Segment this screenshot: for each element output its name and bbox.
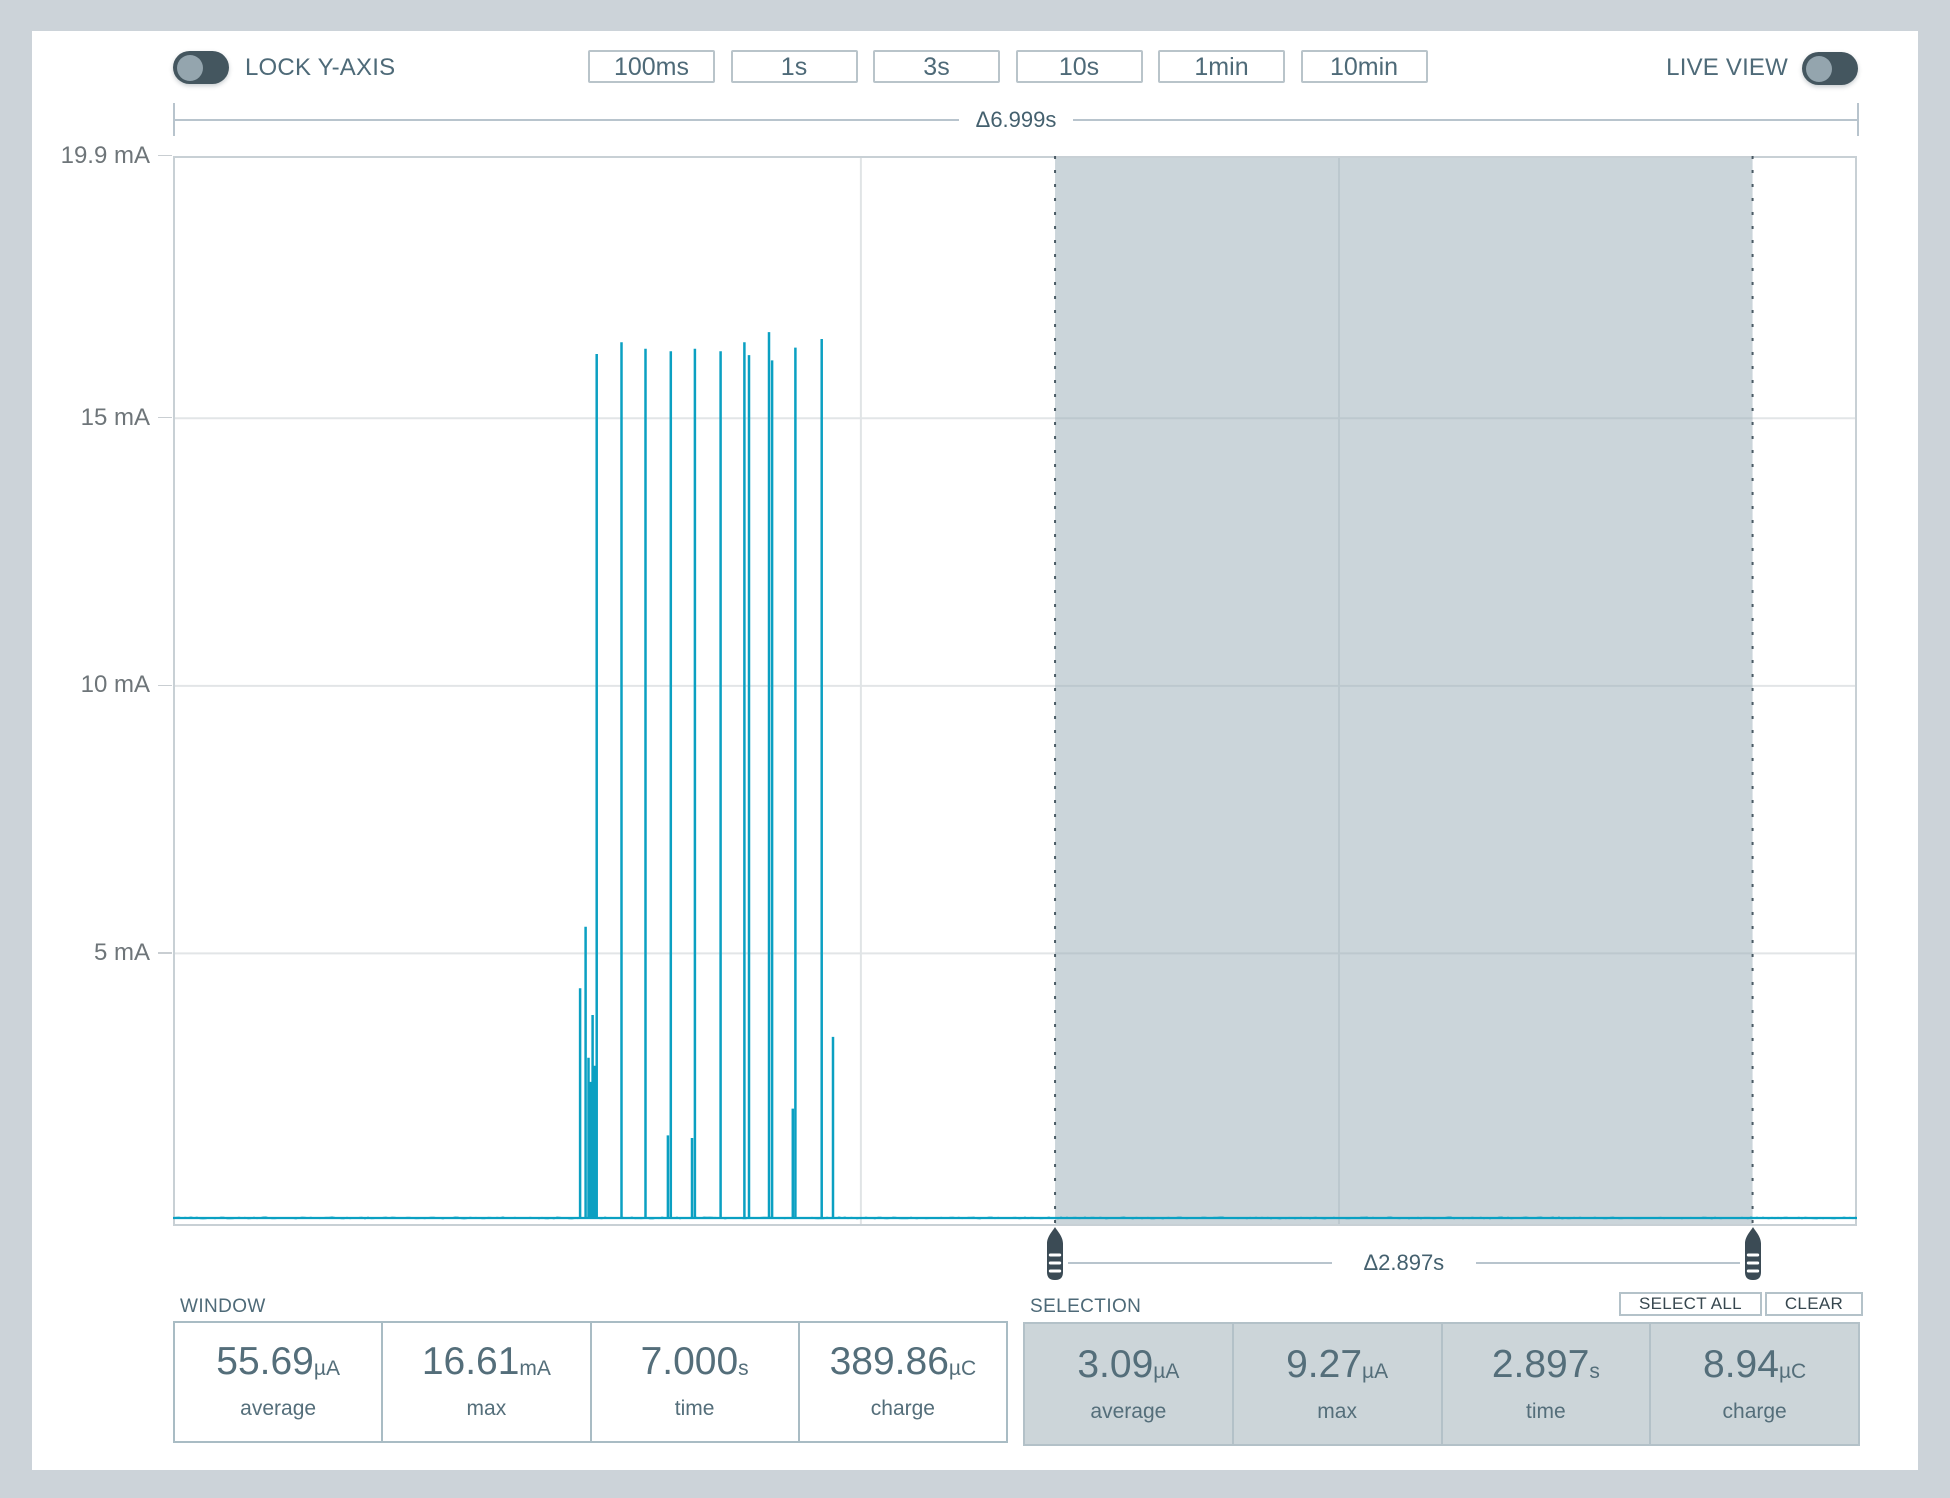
selection-right-handle[interactable] bbox=[1742, 1226, 1764, 1280]
stat-caption: max bbox=[466, 1397, 507, 1420]
stat-unit: µA bbox=[313, 1357, 340, 1380]
selection-stats: 3.09µA average 9.27µA max 2.897s time 8.94µC ch… bbox=[1023, 1322, 1860, 1446]
select-all-button[interactable]: SELECT ALL bbox=[1619, 1292, 1762, 1316]
y-tick-label-15mA: 15 mA bbox=[80, 403, 150, 431]
stat-caption: max bbox=[1317, 1399, 1357, 1423]
stat-unit: µA bbox=[1362, 1359, 1389, 1383]
stat-caption: average bbox=[240, 1397, 317, 1420]
time-window-button-10s[interactable]: 10s bbox=[1015, 50, 1143, 83]
stat-cell-max: 16.61mA max bbox=[381, 1322, 589, 1441]
selection-left-handle[interactable] bbox=[1044, 1226, 1066, 1280]
time-window-button-3s[interactable]: 3s bbox=[873, 50, 1000, 83]
window-delta-bracket: Δ6.999s bbox=[173, 103, 1859, 137]
stat-cell-average: 3.09µA average bbox=[1025, 1324, 1232, 1444]
stat-unit: µC bbox=[948, 1357, 977, 1380]
stat-unit: mA bbox=[519, 1357, 551, 1380]
stat-cell-average: 55.69µA average bbox=[175, 1323, 381, 1441]
window-stats: 55.69µA average 16.61mA max 7.000s time 389.86… bbox=[173, 1320, 1008, 1443]
time-window-button-100ms[interactable]: 100ms bbox=[588, 50, 715, 83]
time-window-button-1s[interactable]: 1s bbox=[730, 50, 858, 83]
live-view-label: LIVE VIEW bbox=[1666, 54, 1788, 81]
selection-delta-label: Δ2.897s bbox=[1363, 1250, 1445, 1275]
stat-value: 389.86µC bbox=[829, 1340, 977, 1383]
stat-unit: µA bbox=[1153, 1359, 1180, 1383]
chart-area[interactable] bbox=[172, 155, 1857, 1226]
stat-cell-time: 2.897s time bbox=[1440, 1324, 1650, 1444]
stat-caption: charge bbox=[870, 1397, 935, 1420]
stat-caption: time bbox=[674, 1397, 715, 1420]
y-tick-label-19.9mA: 19.9 mA bbox=[60, 141, 150, 169]
window-stats-title: WINDOW bbox=[180, 1296, 266, 1317]
stat-value: 3.09µA bbox=[1077, 1342, 1180, 1386]
stat-unit: s bbox=[738, 1357, 749, 1380]
bracket-line-left bbox=[174, 119, 959, 121]
stat-value: 2.897s bbox=[1491, 1342, 1600, 1386]
bracket-line-right bbox=[1073, 119, 1858, 121]
y-tick-label-5mA: 5 mA bbox=[93, 938, 150, 966]
main-panel: LOCK Y-AXIS 100ms 1s 3s 10s 1min 10min LIVE V… bbox=[32, 31, 1918, 1470]
lock-y-axis-label: LOCK Y-AXIS bbox=[245, 54, 396, 81]
stat-caption: time bbox=[1526, 1399, 1566, 1423]
stat-cell-max: 9.27µA max bbox=[1231, 1324, 1441, 1444]
stat-unit: s bbox=[1589, 1359, 1600, 1383]
selection-action-buttons: SELECT ALL CLEAR bbox=[1619, 1292, 1864, 1316]
lock-y-axis-toggle[interactable] bbox=[173, 51, 229, 84]
stat-value: 16.61mA bbox=[421, 1340, 551, 1383]
time-window-button-10min[interactable]: 10min bbox=[1300, 50, 1428, 83]
selection-delta-line-left bbox=[1068, 1262, 1332, 1264]
stat-value: 8.94µC bbox=[1703, 1342, 1807, 1386]
stat-cell-charge: 389.86µC charge bbox=[797, 1322, 1006, 1441]
stat-unit: µC bbox=[1778, 1359, 1807, 1383]
stat-cell-charge: 8.94µC charge bbox=[1649, 1324, 1858, 1444]
bracket-right-tick bbox=[1857, 103, 1859, 136]
time-window-button-1min[interactable]: 1min bbox=[1158, 50, 1285, 83]
y-tick-mark bbox=[158, 952, 172, 954]
y-tick-mark bbox=[158, 684, 172, 687]
stat-value: 7.000s bbox=[640, 1340, 749, 1383]
stat-value: 55.69µA bbox=[216, 1340, 340, 1383]
live-view-toggle[interactable] bbox=[1802, 52, 1858, 85]
stat-caption: average bbox=[1090, 1399, 1167, 1423]
y-tick-mark bbox=[158, 416, 172, 419]
selection-stats-title: SELECTION bbox=[1030, 1296, 1142, 1317]
current-chart-svg bbox=[172, 155, 1857, 1226]
clear-button[interactable]: CLEAR bbox=[1764, 1292, 1864, 1316]
stat-caption: charge bbox=[1722, 1399, 1787, 1423]
stat-value: 9.27µA bbox=[1286, 1342, 1389, 1386]
stat-cell-time: 7.000s time bbox=[589, 1322, 798, 1441]
selection-delta-line-right bbox=[1475, 1262, 1740, 1264]
y-tick-label-10mA: 10 mA bbox=[80, 671, 150, 699]
y-tick-mark bbox=[158, 154, 172, 157]
window-delta-label: Δ6.999s bbox=[975, 107, 1057, 132]
live-view-toggle-knob bbox=[1806, 55, 1832, 82]
lock-y-axis-toggle-knob bbox=[177, 54, 203, 81]
